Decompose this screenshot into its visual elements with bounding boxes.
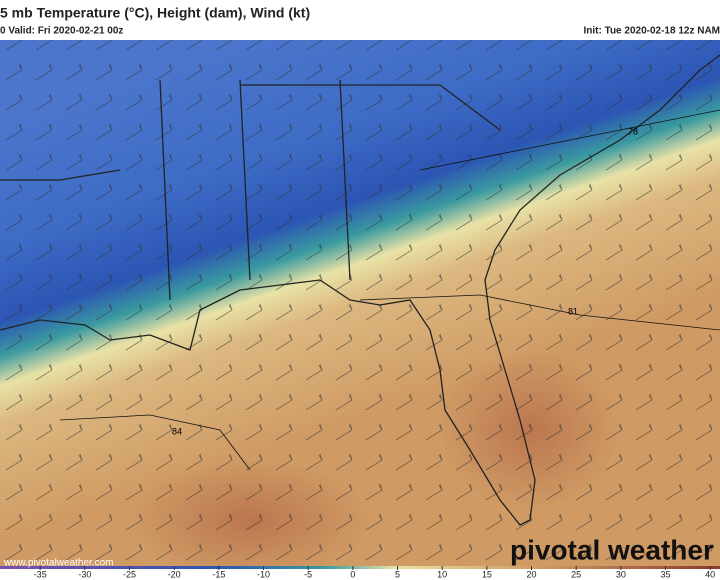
contour-label: 84	[172, 426, 182, 436]
colorbar-tick-label: 15	[482, 569, 492, 579]
colorbar-tick-label: -25	[123, 569, 136, 579]
colorbar-tick-label: 30	[616, 569, 626, 579]
map-title: 5 mb Temperature (°C), Height (dam), Win…	[0, 5, 310, 21]
colorbar-tick-label: 20	[527, 569, 537, 579]
contour-label: 78	[628, 126, 638, 136]
valid-time: 0 Valid: Fri 2020-02-21 00z	[0, 26, 123, 37]
colorbar-tick-label: 40	[705, 569, 715, 579]
colorbar-tick-label: 5	[395, 569, 400, 579]
source-url: www.pivotalweather.com	[3, 558, 114, 569]
colorbar-tick-label: 25	[571, 569, 581, 579]
header-bar	[0, 0, 720, 40]
colorbar-tick-label: -20	[168, 569, 181, 579]
colorbar-tick-label: 10	[437, 569, 447, 579]
init-time: Init: Tue 2020-02-18 12z NAM	[583, 26, 720, 37]
height-contours	[59, 109, 720, 471]
colorbar-tick-label: -10	[257, 569, 270, 579]
coastline	[0, 54, 720, 526]
wind-barbs	[0, 40, 720, 568]
colorbar-area	[0, 566, 720, 580]
colorbar-tick-label: 0	[350, 569, 355, 579]
colorbar	[0, 566, 720, 569]
colorbar-tick-label: 35	[661, 569, 671, 579]
colorbar-tick-label: -30	[78, 569, 91, 579]
colorbar-tick-label: -15	[212, 569, 225, 579]
colorbar-tick-label: -5	[304, 569, 312, 579]
logo: pivotal weather	[510, 534, 714, 565]
colorbar-tick-label: -35	[34, 569, 47, 579]
contour-label: 81	[568, 306, 578, 316]
